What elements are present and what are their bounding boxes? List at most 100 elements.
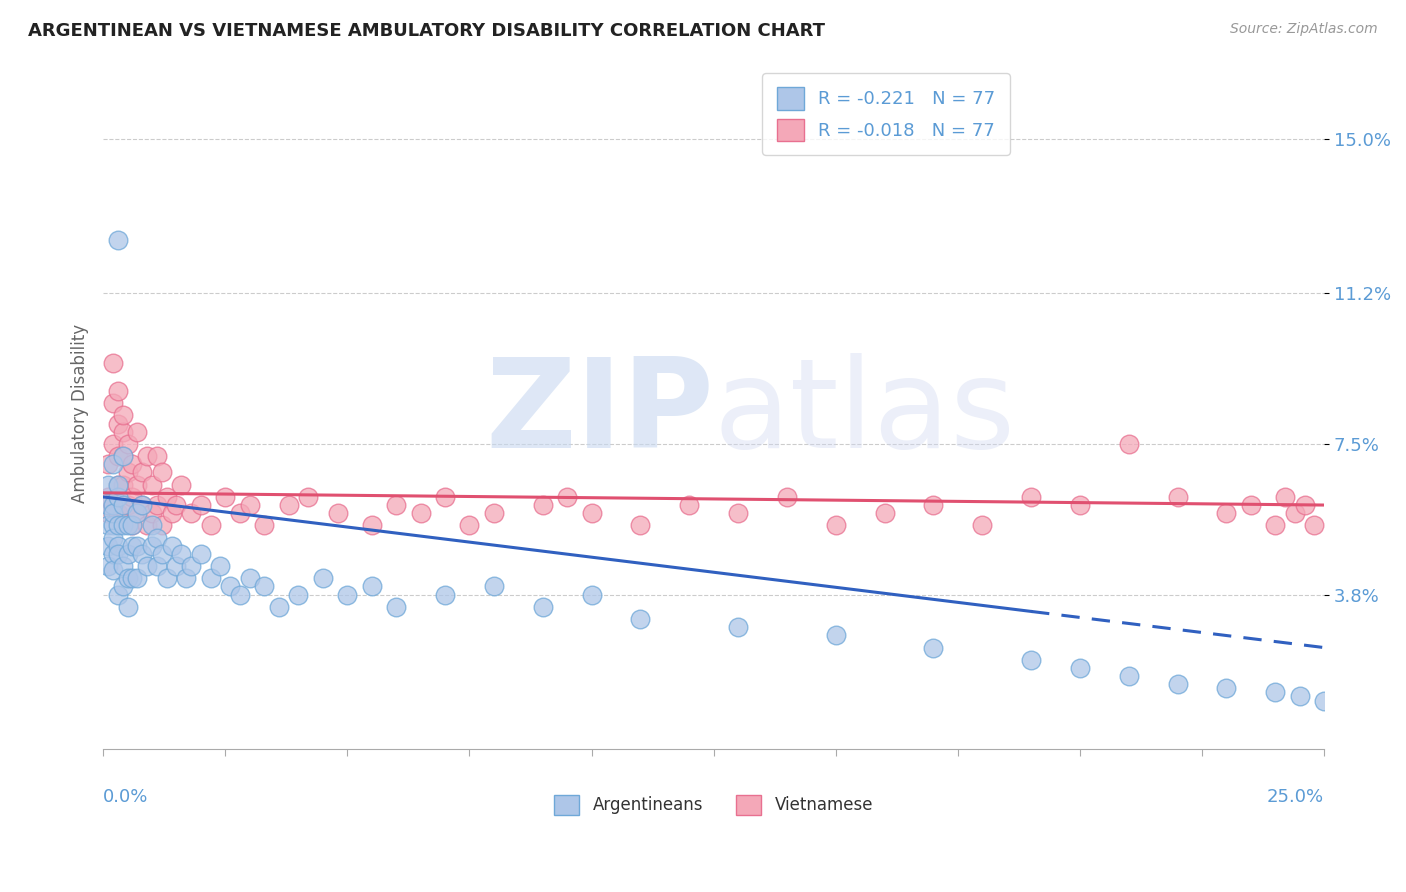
Point <box>1264 518 1286 533</box>
Point <box>1167 490 1189 504</box>
Point <box>727 620 749 634</box>
Point <box>824 518 846 533</box>
Point <box>253 518 276 533</box>
Point <box>121 518 143 533</box>
Point <box>180 506 202 520</box>
Point <box>160 539 183 553</box>
Point <box>97 498 120 512</box>
Point <box>107 518 129 533</box>
Point <box>117 518 139 533</box>
Point <box>628 518 651 533</box>
Point <box>156 571 179 585</box>
Point <box>136 449 159 463</box>
Point <box>287 588 309 602</box>
Point <box>107 233 129 247</box>
Point <box>101 396 124 410</box>
Point <box>1069 661 1091 675</box>
Point <box>131 547 153 561</box>
Point <box>180 559 202 574</box>
Point <box>1284 506 1306 520</box>
Point <box>219 580 242 594</box>
Point <box>239 571 262 585</box>
Point <box>111 449 134 463</box>
Point <box>922 498 945 512</box>
Point <box>336 588 359 602</box>
Point <box>107 449 129 463</box>
Point <box>111 559 134 574</box>
Point <box>174 571 197 585</box>
Point <box>107 490 129 504</box>
Point <box>1167 677 1189 691</box>
Point <box>107 588 129 602</box>
Point <box>1019 653 1042 667</box>
Point <box>531 498 554 512</box>
Point <box>107 506 129 520</box>
Point <box>117 599 139 614</box>
Point <box>107 539 129 553</box>
Point <box>127 477 149 491</box>
Point <box>101 458 124 472</box>
Point <box>121 490 143 504</box>
Point <box>146 449 169 463</box>
Point <box>146 531 169 545</box>
Point <box>727 506 749 520</box>
Point <box>1313 693 1336 707</box>
Point <box>360 518 382 533</box>
Point <box>972 518 994 533</box>
Point <box>209 559 232 574</box>
Point <box>117 571 139 585</box>
Point <box>200 571 222 585</box>
Point <box>131 498 153 512</box>
Point <box>136 559 159 574</box>
Point <box>165 498 187 512</box>
Point <box>101 563 124 577</box>
Point <box>111 477 134 491</box>
Point <box>146 559 169 574</box>
Point <box>97 518 120 533</box>
Point <box>101 531 124 545</box>
Point <box>1069 498 1091 512</box>
Point <box>160 506 183 520</box>
Point <box>121 518 143 533</box>
Point <box>873 506 896 520</box>
Point <box>97 506 120 520</box>
Point <box>628 612 651 626</box>
Point <box>101 547 124 561</box>
Point <box>117 547 139 561</box>
Point <box>1215 506 1237 520</box>
Point <box>229 506 252 520</box>
Point <box>277 498 299 512</box>
Point <box>1118 437 1140 451</box>
Legend: Argentineans, Vietnamese: Argentineans, Vietnamese <box>547 788 880 822</box>
Point <box>146 498 169 512</box>
Point <box>131 498 153 512</box>
Point <box>214 490 236 504</box>
Point <box>136 518 159 533</box>
Point <box>127 425 149 439</box>
Text: Source: ZipAtlas.com: Source: ZipAtlas.com <box>1230 22 1378 37</box>
Point <box>229 588 252 602</box>
Point <box>581 506 603 520</box>
Point <box>776 490 799 504</box>
Point <box>1288 690 1310 704</box>
Point <box>581 588 603 602</box>
Point <box>1019 490 1042 504</box>
Point <box>101 437 124 451</box>
Point <box>458 518 481 533</box>
Point <box>170 547 193 561</box>
Point <box>107 547 129 561</box>
Text: 25.0%: 25.0% <box>1267 789 1324 806</box>
Point <box>434 490 457 504</box>
Point <box>165 559 187 574</box>
Point <box>239 498 262 512</box>
Point <box>111 518 134 533</box>
Point <box>200 518 222 533</box>
Text: ZIP: ZIP <box>485 353 714 474</box>
Point <box>1274 490 1296 504</box>
Text: atlas: atlas <box>714 353 1015 474</box>
Point <box>1264 685 1286 699</box>
Point <box>1303 518 1326 533</box>
Point <box>1294 498 1316 512</box>
Text: ARGENTINEAN VS VIETNAMESE AMBULATORY DISABILITY CORRELATION CHART: ARGENTINEAN VS VIETNAMESE AMBULATORY DIS… <box>28 22 825 40</box>
Point <box>97 490 120 504</box>
